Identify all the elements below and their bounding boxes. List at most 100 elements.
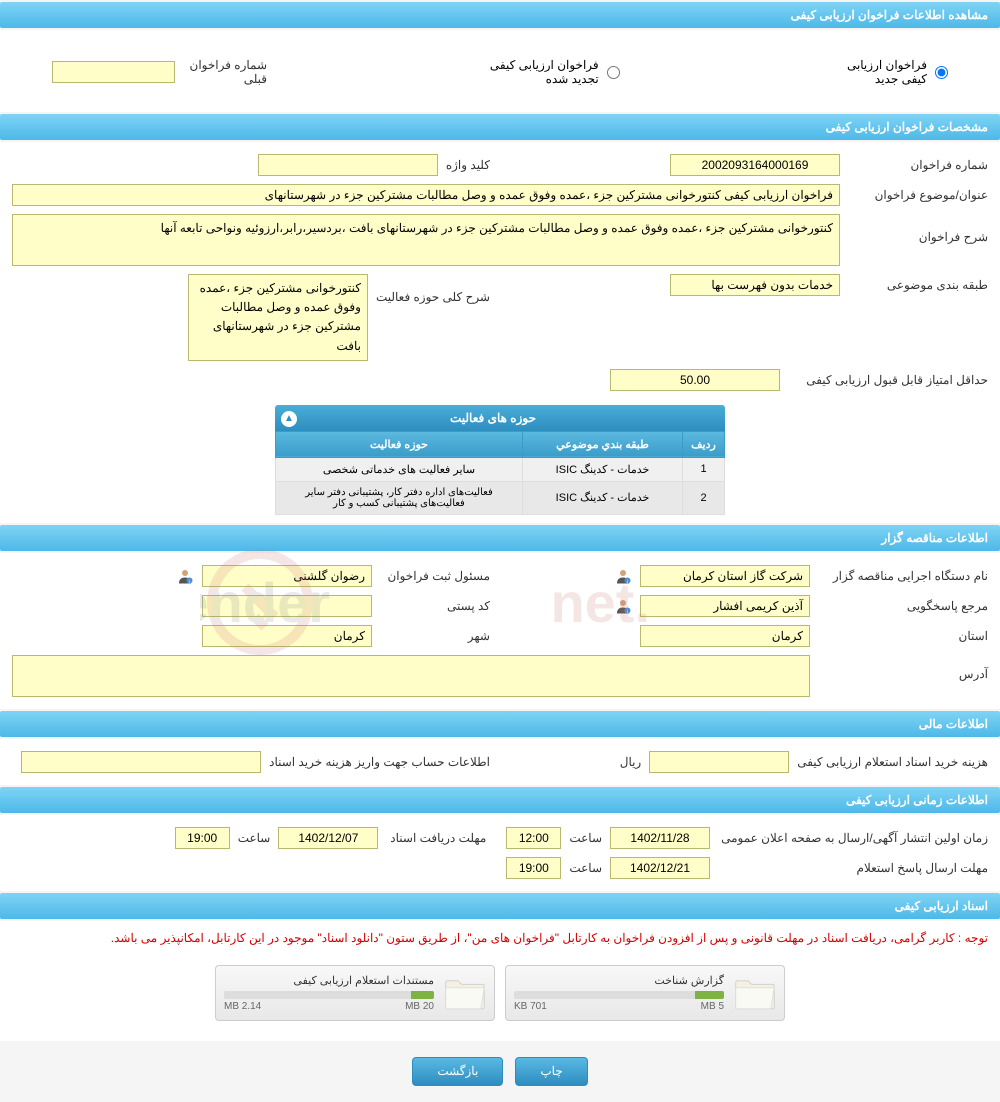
folder-icon bbox=[444, 975, 486, 1011]
activity-header: حوزه های فعالیت ▲ bbox=[275, 405, 725, 431]
hour-label-2: ساعت bbox=[238, 831, 271, 845]
notice-text: توجه : کاربر گرامی، دریافت اسناد در مهلت… bbox=[0, 921, 1000, 955]
file-boxes: گزارش شناخت 5 MB 701 KB مستندات استعلام … bbox=[0, 955, 1000, 1041]
cell-scope: فعالیت‌های اداره دفتر کار، پشتیبانی دفتر… bbox=[276, 481, 523, 514]
radio-renewed-label: فراخوان ارزیابی کیفی تجدید شده bbox=[467, 58, 599, 86]
radio-renewed-input[interactable] bbox=[607, 66, 620, 79]
scope-label: شرح کلی حوزه فعالیت bbox=[376, 274, 490, 304]
account-label: اطلاعات حساب جهت واریز هزینه خرید اسناد bbox=[269, 755, 490, 769]
keyword-value bbox=[258, 154, 438, 176]
activity-title: حوزه های فعالیت bbox=[450, 411, 536, 425]
province-value: کرمان bbox=[640, 625, 810, 647]
header-financial: اطلاعات مالی bbox=[0, 711, 1000, 737]
header-tenderer: اطلاعات مناقصه گزار bbox=[0, 525, 1000, 551]
call-number-label: شماره فراخوان bbox=[848, 158, 988, 172]
radio-new[interactable]: فراخوان ارزیابی کیفی جدید bbox=[820, 58, 948, 86]
documents-section: توجه : کاربر گرامی، دریافت اسناد در مهلت… bbox=[0, 921, 1000, 1041]
progress-fill bbox=[695, 991, 724, 999]
call-number-value: 2002093164000169 bbox=[670, 154, 840, 176]
desc-label: شرح فراخوان bbox=[848, 214, 988, 244]
activity-table-wrapper: حوزه های فعالیت ▲ ردیف طبقه بندي موضوعي … bbox=[275, 405, 725, 515]
progress-bar bbox=[224, 991, 434, 999]
radio-section: فراخوان ارزیابی کیفی جدید فراخوان ارزیاب… bbox=[0, 30, 1000, 112]
back-button[interactable]: بازگشت bbox=[412, 1057, 503, 1086]
file-title: گزارش شناخت bbox=[514, 974, 724, 987]
receive-date: 1402/12/07 bbox=[278, 827, 378, 849]
org-label: نام دستگاه اجرایی مناقصه گزار bbox=[818, 569, 988, 583]
folder-icon bbox=[734, 975, 776, 1011]
reply-label: مهلت ارسال پاسخ استعلام bbox=[718, 861, 988, 875]
desc-value: کنتورخوانی مشترکین جزء ،عمده وفوق عمده و… bbox=[12, 214, 840, 266]
svg-text:i: i bbox=[627, 579, 628, 584]
file-used: 701 KB bbox=[514, 1001, 547, 1012]
org-value: شرکت گاز استان کرمان bbox=[640, 565, 810, 587]
progress-bar bbox=[514, 991, 724, 999]
radio-new-label: فراخوان ارزیابی کیفی جدید bbox=[820, 58, 927, 86]
contact-value: آذین کریمی افشار bbox=[640, 595, 810, 617]
file-total: 20 MB bbox=[405, 1001, 434, 1012]
city-value: کرمان bbox=[202, 625, 372, 647]
publish-time: 12:00 bbox=[506, 827, 561, 849]
file-box[interactable]: مستندات استعلام ارزیابی کیفی 20 MB 2.14 … bbox=[215, 965, 495, 1021]
title-label: عنوان/موضوع فراخوان bbox=[848, 188, 988, 202]
province-label: استان bbox=[818, 629, 988, 643]
minscore-label: حداقل امتیاز قابل قبول ارزیابی کیفی bbox=[788, 373, 988, 387]
cell-scope: سایر فعالیت های خدماتی شخصی bbox=[276, 457, 523, 481]
cell-n: 2 bbox=[683, 481, 725, 514]
activity-table: ردیف طبقه بندي موضوعي حوزه فعاليت 1 خدما… bbox=[275, 431, 725, 515]
prev-call-label: شماره فراخوان قبلی bbox=[183, 58, 267, 86]
receive-label: مهلت دریافت اسناد bbox=[386, 831, 486, 845]
print-button[interactable]: چاپ bbox=[515, 1057, 587, 1086]
user-icon[interactable]: i bbox=[176, 567, 194, 585]
keyword-label: کلید واژه bbox=[446, 158, 490, 172]
publish-label: زمان اولین انتشار آگهی/ارسال به صفحه اعل… bbox=[718, 831, 988, 845]
scope-value: کنتورخوانی مشترکین جزء ،عمده وفوق عمده و… bbox=[188, 274, 368, 361]
user-icon[interactable]: i bbox=[614, 567, 632, 585]
header-time: اطلاعات زمانی ارزیابی کیفی bbox=[0, 787, 1000, 813]
radio-new-input[interactable] bbox=[935, 66, 948, 79]
account-value bbox=[21, 751, 261, 773]
address-value bbox=[12, 655, 810, 697]
title-value: فراخوان ارزیابی کیفی کنتورخوانی مشترکین … bbox=[12, 184, 840, 206]
file-title: مستندات استعلام ارزیابی کیفی bbox=[224, 974, 434, 987]
prev-call-value bbox=[52, 61, 175, 83]
table-row: 2 خدمات - کدینگ ISIC فعالیت‌های اداره دف… bbox=[276, 481, 725, 514]
main-container: مشاهده اطلاعات فراخوان ارزیابی کیفی فراخ… bbox=[0, 2, 1000, 1102]
postal-value bbox=[202, 595, 372, 617]
cell-n: 1 bbox=[683, 457, 725, 481]
header-documents: اسناد ارزیابی کیفی bbox=[0, 893, 1000, 919]
header-main: مشاهده اطلاعات فراخوان ارزیابی کیفی bbox=[0, 2, 1000, 28]
currency-label: ریال bbox=[620, 755, 642, 769]
th-category: طبقه بندي موضوعي bbox=[523, 431, 683, 457]
time-section: زمان اولین انتشار آگهی/ارسال به صفحه اعل… bbox=[0, 815, 1000, 891]
hour-label-1: ساعت bbox=[569, 831, 602, 845]
reply-date: 1402/12/21 bbox=[610, 857, 710, 879]
table-row: 1 خدمات - کدینگ ISIC سایر فعالیت های خدم… bbox=[276, 457, 725, 481]
postal-label: کد پستی bbox=[380, 599, 490, 613]
th-scope: حوزه فعاليت bbox=[276, 431, 523, 457]
file-info: گزارش شناخت 5 MB 701 KB bbox=[514, 974, 724, 1012]
publish-date: 1402/11/28 bbox=[610, 827, 710, 849]
th-row: ردیف bbox=[683, 431, 725, 457]
category-value: خدمات بدون فهرست بها bbox=[670, 274, 840, 296]
category-label: طبقه بندی موضوعی bbox=[848, 278, 988, 292]
tenderer-section: نام دستگاه اجرایی مناقصه گزار شرکت گاز ا… bbox=[0, 553, 1000, 709]
collapse-icon[interactable]: ▲ bbox=[281, 411, 297, 427]
svg-text:i: i bbox=[627, 609, 628, 614]
fee-label: هزینه خرید اسناد استعلام ارزیابی کیفی bbox=[797, 755, 988, 769]
radio-renewed[interactable]: فراخوان ارزیابی کیفی تجدید شده bbox=[467, 58, 620, 86]
specs-section: شماره فراخوان 2002093164000169 کلید واژه… bbox=[0, 142, 1000, 523]
progress-fill bbox=[411, 991, 434, 999]
fee-value bbox=[649, 751, 789, 773]
user-icon[interactable]: i bbox=[614, 597, 632, 615]
hour-label-3: ساعت bbox=[569, 861, 602, 875]
file-box[interactable]: گزارش شناخت 5 MB 701 KB bbox=[505, 965, 785, 1021]
file-total: 5 MB bbox=[701, 1001, 724, 1012]
financial-section: هزینه خرید اسناد استعلام ارزیابی کیفی ری… bbox=[0, 739, 1000, 785]
minscore-value: 50.00 bbox=[610, 369, 780, 391]
registrar-value: رضوان گلشنی bbox=[202, 565, 372, 587]
reply-time: 19:00 bbox=[506, 857, 561, 879]
header-specs: مشخصات فراخوان ارزیابی کیفی bbox=[0, 114, 1000, 140]
svg-text:i: i bbox=[189, 579, 190, 584]
file-used: 2.14 MB bbox=[224, 1001, 261, 1012]
